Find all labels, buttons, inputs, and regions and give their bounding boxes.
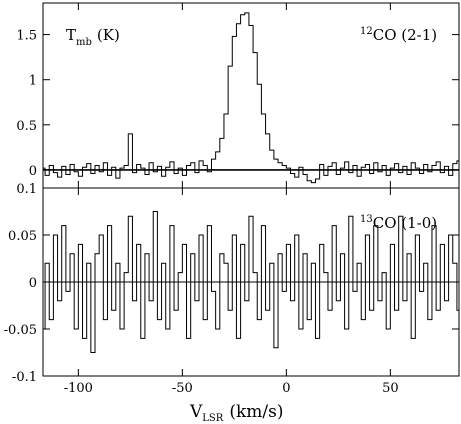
y-tick-label: 1 [29,74,37,89]
y-tick-label: 0 [29,164,37,179]
bottom-panel: -0.1 -0.05 0 0.05 0.1 [4,182,460,385]
spectrum-line [43,12,459,184]
x-axis: -100 -50 0 50 [64,381,399,396]
x-tick-label: -50 [172,381,193,396]
x-tick-label: -100 [64,381,93,396]
y-tick-label: 0.1 [16,182,37,197]
y-tick-label: 0.5 [16,119,37,134]
spectrum-line [43,211,459,353]
x-tick-label: 0 [282,381,290,396]
top-series-label: 12CO (2-1) [360,26,437,44]
y-tick-label: -0.1 [12,370,37,385]
y-tick-label: -0.05 [4,323,37,338]
y-tick-label: 1.5 [16,29,37,44]
y-tick-label: 0.05 [8,229,37,244]
x-tick-label: 50 [382,381,399,396]
top-y-axis-title: Tmb (K) [66,26,120,48]
x-axis-title: VLSR (km/s) [189,402,283,424]
bottom-series-label: 13CO (1-0) [360,214,437,232]
y-tick-label: 0 [29,276,37,291]
